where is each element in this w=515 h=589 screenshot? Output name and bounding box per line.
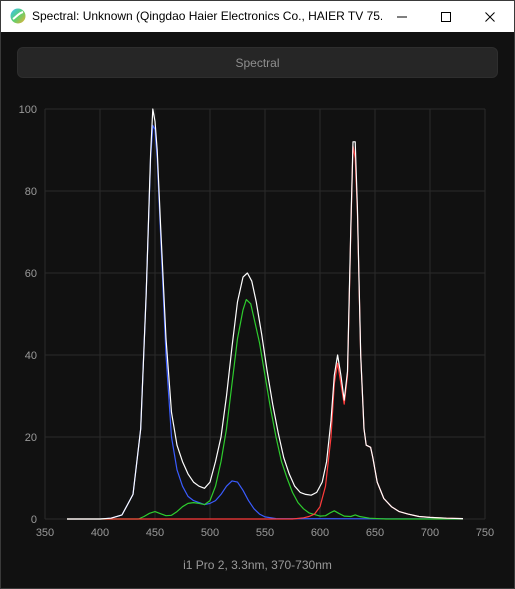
x-tick-label: 650 [366,527,384,539]
y-tick-label: 20 [25,432,37,444]
minimize-icon [397,16,407,17]
spectral-app-icon [10,8,26,24]
spectral-mode-button[interactable]: Spectral [17,47,498,78]
x-tick-label: 500 [201,527,219,539]
minimize-button[interactable] [380,1,424,32]
x-tick-label: 700 [421,527,439,539]
y-tick-label: 0 [31,514,37,526]
x-tick-label: 600 [311,527,329,539]
total-spectrum-line [67,108,464,520]
title-bar[interactable]: Spectral: Unknown (Qingdao Haier Electro… [1,1,514,32]
x-tick-label: 350 [36,527,54,539]
maximize-icon [441,11,451,22]
window-title: Spectral: Unknown (Qingdao Haier Electro… [32,9,382,23]
instrument-caption: i1 Pro 2, 3.3nm, 370-730nm [183,558,332,572]
y-tick-label: 60 [25,268,37,280]
y-tick-label: 100 [19,104,37,116]
x-tick-label: 750 [476,527,494,539]
x-tick-label: 400 [91,527,109,539]
maximize-button[interactable] [424,1,468,32]
y-tick-label: 40 [25,350,37,362]
x-tick-label: 450 [146,527,164,539]
green-channel-line [67,299,463,520]
close-icon [485,11,495,22]
close-button[interactable] [468,1,512,32]
y-tick-label: 80 [25,186,37,198]
x-tick-label: 550 [256,527,274,539]
spectral-chart: 350 400 450 500 550 600 650 700 750 0 20 40 60 80 100 [19,104,495,539]
